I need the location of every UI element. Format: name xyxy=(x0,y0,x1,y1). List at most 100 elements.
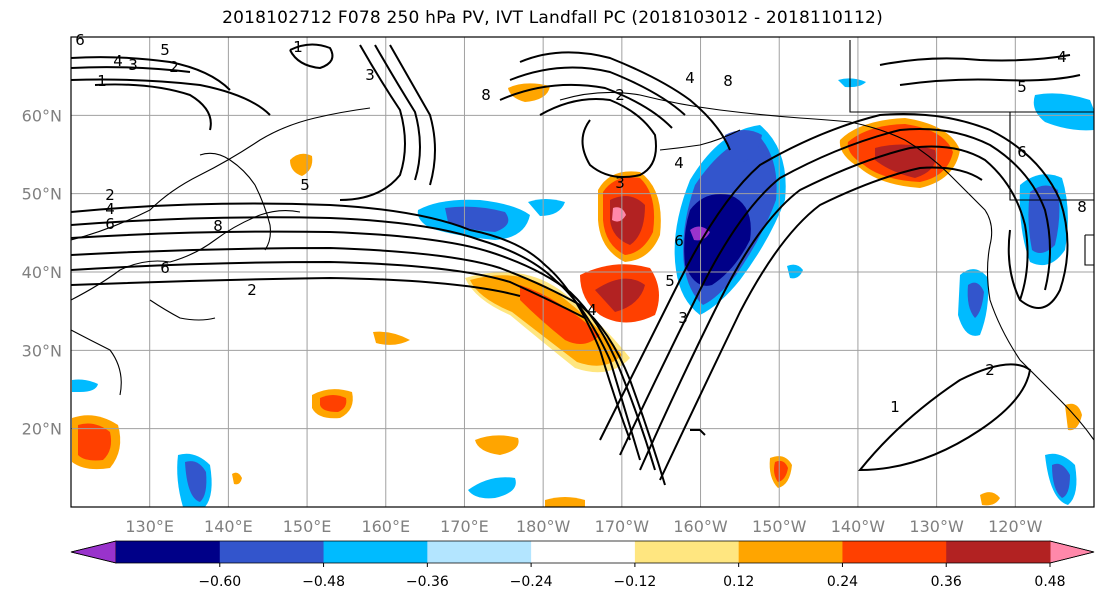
colorbar-segment xyxy=(531,541,636,563)
contour-value-label: 3 xyxy=(365,66,375,84)
colorbar-tick-label: −0.24 xyxy=(510,574,553,590)
pos-anomaly-sm xyxy=(475,435,519,455)
map-gridlines xyxy=(71,37,1094,507)
pos-anomaly-sm xyxy=(774,460,788,482)
ivt-anomaly-fills xyxy=(72,78,1094,507)
contour-value-label: 2 xyxy=(169,58,179,76)
lon-tick-label: 180°W xyxy=(516,517,571,536)
lat-tick-label: 40°N xyxy=(22,263,62,282)
contour-value-label: 4 xyxy=(685,69,695,87)
contour-value-label: 3 xyxy=(678,309,688,327)
contour-value-label: 8 xyxy=(213,217,223,235)
colorbar-tick-label: −0.48 xyxy=(302,574,345,590)
contour-value-label: 2 xyxy=(985,361,995,379)
colorbar-extend-max xyxy=(1049,540,1095,564)
colorbar-segment xyxy=(738,541,843,563)
contour-value-label: 6 xyxy=(1017,143,1027,161)
longitude-labels: 130°E 140°E 150°E 160°E 170°E 180°W 170°W 160°W… xyxy=(125,517,1042,536)
contour-value-label: 1 xyxy=(293,38,303,56)
contour-value-label: 3 xyxy=(128,56,138,74)
contour-value-label: 6 xyxy=(160,259,170,277)
lon-tick-label: 170°W xyxy=(595,517,650,536)
neg-anomaly-sm xyxy=(838,78,866,88)
pos-anomaly-sm xyxy=(320,395,347,412)
lon-tick-label: 170°E xyxy=(440,517,489,536)
colorbar-tick-label: 0.36 xyxy=(931,574,962,590)
colorbar-frame xyxy=(70,540,1095,564)
lon-tick-label: 150°W xyxy=(752,517,807,536)
contour-value-label: 2 xyxy=(615,86,625,104)
pos-anomaly-sm xyxy=(290,153,313,176)
neg-anomaly-coast xyxy=(1028,185,1060,254)
lon-tick-label: 120°W xyxy=(988,517,1043,536)
colorbar-tick-label: 0.48 xyxy=(1034,574,1065,590)
lon-tick-label: 130°W xyxy=(909,517,964,536)
coastlines xyxy=(71,40,1094,441)
map-frame xyxy=(70,36,1095,508)
contour-value-label: 8 xyxy=(481,86,491,104)
colorbar-segment xyxy=(842,541,947,563)
pos-anomaly-north xyxy=(612,207,626,222)
chart-title: 2018102712 F078 250 hPa PV, IVT Landfall… xyxy=(222,8,883,28)
colorbar-tick-label: −0.60 xyxy=(198,574,241,590)
lon-tick-label: 150°E xyxy=(283,517,332,536)
contour-value-label: 2 xyxy=(247,281,257,299)
contour-value-label: 4 xyxy=(587,301,597,319)
neg-anomaly-sm xyxy=(185,461,207,502)
neg-anomaly-coast xyxy=(967,282,984,318)
contour-value-label: 5 xyxy=(665,272,675,290)
latitude-labels: 20°N 30°N 40°N 50°N 60°N xyxy=(22,106,62,438)
contour-value-label: 1 xyxy=(97,72,107,90)
colorbar-tick-label: 0.12 xyxy=(723,574,754,590)
neg-anomaly-np xyxy=(528,199,565,216)
colorbar-segment xyxy=(323,541,428,563)
pos-anomaly-sm xyxy=(980,492,1000,506)
pos-anomaly-sm xyxy=(545,497,585,507)
contour-value-label: 3 xyxy=(615,174,625,192)
pv-contours xyxy=(71,43,1081,486)
contour-value-label: 2 xyxy=(105,186,115,204)
colorbar-extend-min xyxy=(70,540,117,564)
contour-value-label: 6 xyxy=(75,31,85,49)
contour-value-label: 8 xyxy=(723,72,733,90)
contour-value-label: 4 xyxy=(105,200,115,218)
contour-value-label: 1 xyxy=(890,398,900,416)
colorbar-segment xyxy=(946,541,1051,563)
pos-anomaly-west xyxy=(78,423,112,461)
colorbar-tick-label: 0.24 xyxy=(827,574,858,590)
pos-anomaly-sm xyxy=(232,472,242,485)
lat-tick-label: 20°N xyxy=(22,420,62,439)
lon-tick-label: 140°E xyxy=(204,517,253,536)
neg-anomaly-main xyxy=(725,130,762,162)
neg-anomaly-sm xyxy=(72,379,98,392)
pos-anomaly-central xyxy=(595,278,645,312)
colorbar-tick-label: −0.12 xyxy=(613,574,656,590)
contour-value-label: 5 xyxy=(160,41,170,59)
contour-value-label: 4 xyxy=(674,154,684,172)
lat-tick-label: 60°N xyxy=(22,106,62,125)
contour-value-label: 5 xyxy=(1017,78,1027,96)
neg-anomaly-main xyxy=(690,226,710,241)
contour-value-label: 4 xyxy=(113,52,123,70)
lat-tick-label: 50°N xyxy=(22,185,62,204)
contour-value-label: 8 xyxy=(1077,198,1087,216)
colorbar-segment xyxy=(427,541,532,563)
lat-tick-label: 30°N xyxy=(22,341,62,360)
colorbar-segment xyxy=(219,541,325,563)
pos-anomaly-central xyxy=(520,285,600,344)
neg-anomaly-sm xyxy=(1052,463,1070,498)
colorbar-tick-label: −0.36 xyxy=(406,574,449,590)
lon-tick-label: 160°W xyxy=(673,517,728,536)
contour-value-label: 6 xyxy=(105,215,115,233)
contour-value-label: 4 xyxy=(1057,48,1067,66)
lon-tick-label: 130°E xyxy=(125,517,174,536)
contour-value-label: 6 xyxy=(674,232,684,250)
pos-anomaly-sm xyxy=(373,331,410,345)
lon-tick-label: 140°W xyxy=(831,517,886,536)
colorbar-segment xyxy=(116,541,221,563)
lon-tick-label: 160°E xyxy=(361,517,410,536)
contour-value-label: 5 xyxy=(300,176,310,194)
neg-anomaly-sm xyxy=(468,477,516,499)
